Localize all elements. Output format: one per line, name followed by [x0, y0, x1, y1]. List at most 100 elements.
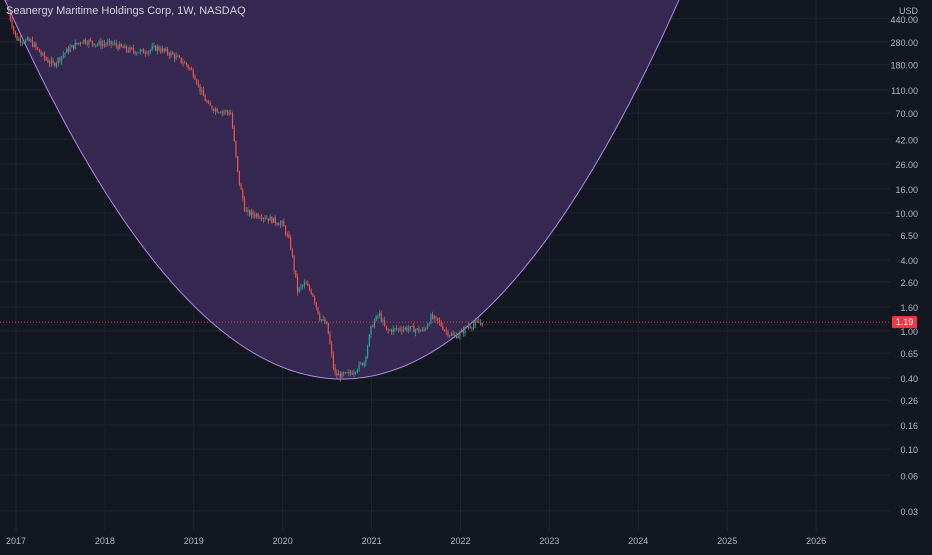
candle-body — [115, 43, 117, 46]
candle-body — [298, 287, 300, 292]
candle-body — [397, 328, 399, 330]
candle-body — [399, 328, 401, 330]
candle-body — [148, 51, 150, 54]
candle-body — [303, 282, 305, 286]
last-price-label: 1.19 — [896, 317, 914, 327]
x-tick-label: 2018 — [95, 536, 115, 546]
candle-body — [431, 314, 434, 319]
candle-body — [401, 329, 403, 331]
candle-body — [312, 293, 314, 297]
y-tick-label: 440.00 — [890, 15, 918, 25]
price-axis[interactable]: 440.00 280.00 180.00 110.00 70.00 42.00 26.00 1… — [890, 15, 918, 517]
candle-body — [336, 372, 338, 376]
candle-body — [325, 322, 328, 324]
y-tick-label: 42.00 — [895, 135, 918, 145]
candle-body — [435, 316, 437, 318]
candle-body — [428, 323, 430, 326]
candle-body — [283, 221, 285, 227]
candle-body — [156, 46, 158, 51]
candle-body — [173, 54, 176, 59]
candle-body — [284, 226, 287, 235]
candle-body — [286, 234, 288, 235]
candle-body — [50, 60, 52, 64]
candle-body — [308, 285, 311, 290]
y-tick-label: 26.00 — [895, 160, 918, 170]
candle-body — [440, 321, 442, 327]
candle-body — [307, 284, 309, 286]
candle-body — [262, 218, 264, 220]
y-tick-label: 0.03 — [900, 507, 918, 517]
candle-body — [329, 333, 331, 344]
candle-body — [132, 48, 134, 52]
y-tick-label: 16.00 — [895, 185, 918, 195]
candle-body — [363, 362, 365, 366]
candle-body — [206, 100, 208, 103]
candle-body — [71, 45, 73, 48]
candle-body — [38, 48, 40, 53]
candle-body — [160, 50, 162, 52]
candle-body — [112, 43, 114, 45]
candle-body — [14, 30, 17, 36]
candle-body — [187, 64, 189, 68]
candle-body — [161, 48, 164, 52]
candle-body — [392, 328, 394, 333]
candle-body — [406, 327, 408, 331]
candle-body — [351, 373, 353, 375]
candle-body — [396, 328, 398, 330]
candle-body — [43, 53, 46, 58]
candle-body — [461, 330, 463, 333]
candle-body — [28, 38, 30, 42]
candle-body — [295, 270, 297, 277]
x-tick-label: 2023 — [539, 536, 559, 546]
candle-body — [209, 103, 211, 106]
candle-body — [243, 199, 246, 211]
candle-body — [55, 62, 58, 66]
candle-body — [177, 55, 179, 57]
candle-body — [455, 334, 458, 339]
candle-body — [416, 328, 418, 330]
candle-body — [137, 52, 140, 54]
candle-body — [476, 321, 478, 322]
candle-body — [247, 210, 249, 212]
last-price-tag: 1.19 — [892, 316, 917, 329]
candle-body — [346, 372, 348, 374]
candle-body — [254, 214, 256, 217]
y-tick-label: 280.00 — [890, 38, 918, 48]
candle-body — [368, 334, 370, 347]
candle-body — [208, 102, 210, 104]
candle-body — [119, 43, 121, 49]
y-tick-label: 0.65 — [900, 349, 918, 359]
candle-body — [190, 68, 193, 71]
candle-body — [418, 328, 420, 332]
time-axis[interactable]: 2017 2018 2019 2020 2021 2022 2023 2024 2025 2026 — [6, 536, 826, 546]
candle-body — [230, 113, 232, 115]
candle-body — [310, 289, 312, 294]
candle-body — [72, 45, 75, 49]
candle-body — [320, 319, 323, 321]
candle-body — [293, 256, 295, 271]
candle-body — [438, 320, 441, 322]
candle-body — [361, 362, 364, 366]
cup-arc-drawing[interactable] — [4, 0, 716, 380]
y-tick-label: 0.26 — [900, 396, 918, 406]
candle-body — [261, 217, 263, 220]
candle-body — [59, 58, 61, 61]
candle-body — [178, 56, 181, 58]
candle-body — [481, 322, 483, 325]
candle-body — [327, 322, 329, 334]
candle-body — [83, 39, 85, 43]
candle-body — [349, 372, 352, 374]
candle-body — [45, 57, 47, 60]
candle-body — [60, 56, 63, 61]
candle-body — [370, 325, 372, 335]
candle-body — [355, 372, 357, 373]
candle-body — [213, 109, 215, 112]
candle-body — [117, 45, 119, 49]
candle-body — [421, 329, 423, 331]
candle-body — [189, 67, 191, 69]
candle-body — [9, 12, 11, 20]
candle-body — [23, 42, 25, 44]
candle-body — [267, 218, 270, 221]
